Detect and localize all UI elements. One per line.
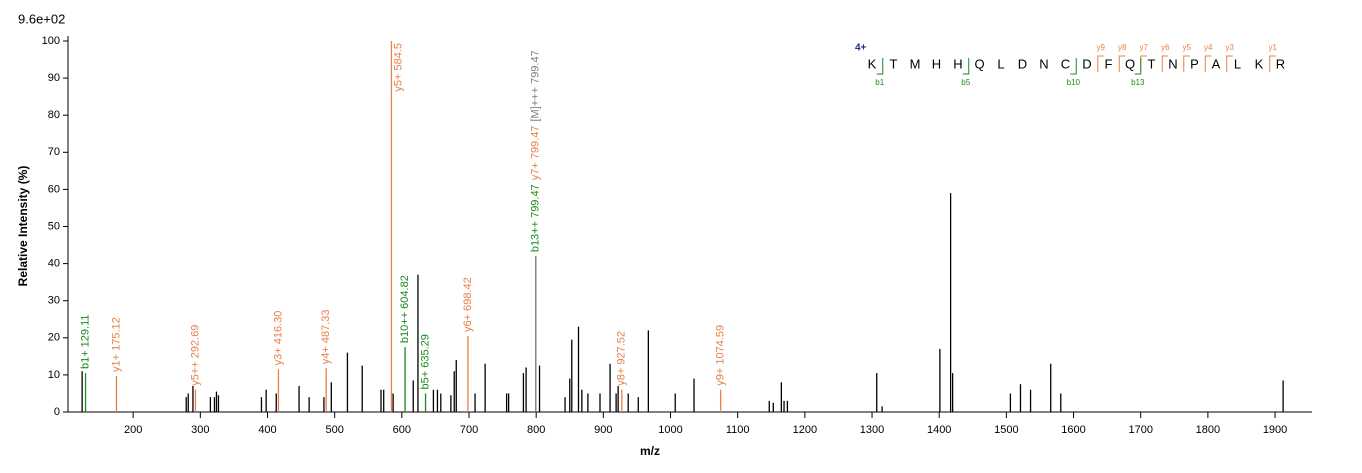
y-tick-label: 60 <box>48 183 60 195</box>
b-ion-label: b13 <box>1131 78 1145 87</box>
x-tick-label: 1600 <box>1061 424 1085 436</box>
x-tick-label: 1200 <box>793 424 817 436</box>
peak-label: y4+ 487.33 <box>320 309 332 364</box>
b-ion-label: b1 <box>875 78 884 87</box>
b-ion-label: b10 <box>1067 78 1081 87</box>
x-tick-label: 1300 <box>860 424 884 436</box>
peak-label: b13++ 799.47 <box>530 184 542 252</box>
x-tick-label: 1400 <box>927 424 951 436</box>
y-ion-bracket <box>1204 55 1212 72</box>
y-ion-label: y7 <box>1140 43 1149 52</box>
residue: K <box>1255 56 1264 71</box>
peak-label: b1+ 129.11 <box>79 314 91 369</box>
y-tick-label: 90 <box>48 72 60 84</box>
x-tick-label: 1000 <box>658 424 682 436</box>
y-ion-bracket <box>1140 55 1147 72</box>
residue: M <box>910 56 921 71</box>
peak-label: y9+ 1074.59 <box>715 325 727 386</box>
residue: Q <box>1125 56 1135 71</box>
b-ion-bracket <box>962 58 970 75</box>
y-ion-label: y9 <box>1097 43 1106 52</box>
y-ion-label: y6 <box>1161 43 1170 52</box>
y-axis-title: Relative Intensity (%) <box>16 166 30 287</box>
y-tick-label: 30 <box>48 295 60 307</box>
y-tick-label: 100 <box>42 35 60 47</box>
x-axis-title: m/z <box>640 444 660 458</box>
peak-label: y8+ 927.52 <box>616 331 628 386</box>
y-tick-label: 10 <box>48 369 60 381</box>
residue: C <box>1061 56 1070 71</box>
y-tick-label: 0 <box>54 406 60 418</box>
y-ion-label: y5 <box>1183 43 1192 52</box>
residue: H <box>953 56 962 71</box>
residue: D <box>1018 56 1027 71</box>
y-ion-label: y1 <box>1269 43 1278 52</box>
residue: F <box>1105 56 1113 71</box>
y-ion-bracket <box>1161 55 1169 72</box>
x-tick-label: 300 <box>191 424 209 436</box>
y-ion-bracket <box>1226 55 1233 72</box>
x-tick-label: 1700 <box>1128 424 1152 436</box>
y-ion-label: y4 <box>1204 43 1213 52</box>
residue: D <box>1082 56 1091 71</box>
peak-label: y1+ 175.12 <box>110 317 122 372</box>
x-tick-label: 1100 <box>726 424 750 436</box>
peak-label: y5++ 292.69 <box>189 325 201 386</box>
residue: T <box>1148 56 1156 71</box>
peak-label: y5+ 584.5 <box>392 43 404 92</box>
residue: L <box>1234 56 1241 71</box>
y-ion-bracket <box>1097 55 1104 72</box>
peak-label: b5+ 635.29 <box>419 334 431 389</box>
y-tick-label: 20 <box>48 332 60 344</box>
y-ion-label: y3 <box>1226 43 1235 52</box>
y-ion-bracket <box>1269 55 1276 72</box>
x-tick-label: 200 <box>124 424 142 436</box>
residue: K <box>868 56 877 71</box>
scale-label: 9.6e+02 <box>18 11 65 26</box>
x-tick-label: 900 <box>594 424 612 436</box>
residue: H <box>932 56 941 71</box>
peak-label: [M]+++ 799.47 <box>530 50 542 121</box>
residue: N <box>1039 56 1048 71</box>
x-tick-label: 1500 <box>994 424 1018 436</box>
b-ion-label: b5 <box>961 78 970 87</box>
x-tick-label: 1900 <box>1263 424 1287 436</box>
residue: T <box>890 56 898 71</box>
x-tick-label: 700 <box>460 424 478 436</box>
charge-label: 4+ <box>855 43 867 54</box>
y-ion-label: y8 <box>1118 43 1127 52</box>
x-tick-label: 400 <box>258 424 276 436</box>
y-ion-bracket <box>1183 55 1190 72</box>
peak-label: y6+ 698.42 <box>462 277 474 332</box>
peak-label: y3+ 416.30 <box>272 311 284 366</box>
y-tick-label: 40 <box>48 258 60 270</box>
x-tick-label: 600 <box>393 424 411 436</box>
x-tick-label: 800 <box>527 424 545 436</box>
residue: N <box>1168 56 1177 71</box>
peak-label: b10++ 604.82 <box>399 275 411 343</box>
b-ion-bracket <box>876 58 884 75</box>
b-ion-bracket <box>1070 58 1077 75</box>
y-tick-label: 70 <box>48 146 60 158</box>
peak-label: y7+ 799.47 <box>530 126 542 181</box>
residue: Q <box>974 56 984 71</box>
residue: P <box>1190 56 1199 71</box>
b-ion-bracket <box>1134 58 1142 75</box>
y-tick-label: 80 <box>48 109 60 121</box>
x-tick-label: 500 <box>325 424 343 436</box>
residue: R <box>1276 56 1285 71</box>
residue: L <box>997 56 1004 71</box>
residue: A <box>1212 56 1221 71</box>
y-ion-bracket <box>1118 55 1126 72</box>
y-tick-label: 50 <box>48 220 60 232</box>
x-tick-label: 1800 <box>1196 424 1220 436</box>
